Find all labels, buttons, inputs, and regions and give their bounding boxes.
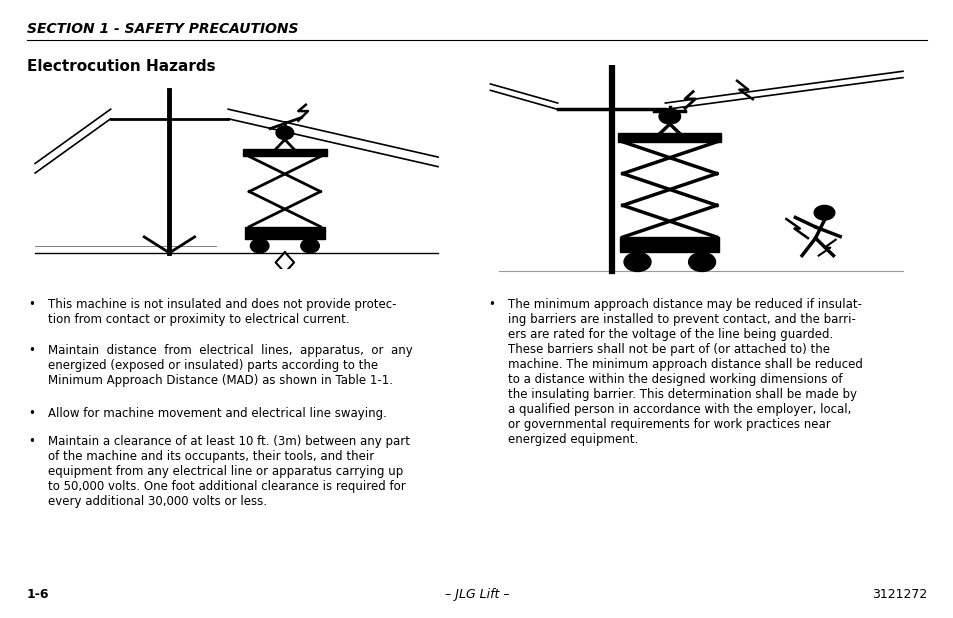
Text: Maintain a clearance of at least 10 ft. (3m) between any part
of the machine and: Maintain a clearance of at least 10 ft. … — [48, 435, 409, 508]
Text: Allow for machine movement and electrical line swaying.: Allow for machine movement and electrica… — [48, 407, 386, 420]
Text: 3121272: 3121272 — [871, 588, 926, 601]
Bar — [243, 150, 327, 156]
Circle shape — [659, 109, 679, 124]
Text: Electrocution Hazards: Electrocution Hazards — [27, 59, 215, 74]
Text: SECTION 1 - SAFETY PRECAUTIONS: SECTION 1 - SAFETY PRECAUTIONS — [27, 22, 298, 36]
Circle shape — [300, 239, 319, 253]
Circle shape — [688, 252, 715, 271]
Text: •: • — [29, 407, 35, 420]
Text: This machine is not insulated and does not provide protec-
tion from contact or : This machine is not insulated and does n… — [48, 298, 395, 326]
Text: – JLG Lift –: – JLG Lift – — [444, 588, 509, 601]
Text: 1-6: 1-6 — [27, 588, 50, 601]
Bar — [245, 227, 324, 239]
Text: The minimum approach distance may be reduced if insulat-
ing barriers are instal: The minimum approach distance may be red… — [507, 298, 862, 446]
Circle shape — [251, 239, 269, 253]
Text: •: • — [29, 298, 35, 311]
Text: Maintain  distance  from  electrical  lines,  apparatus,  or  any
energized (exp: Maintain distance from electrical lines,… — [48, 344, 412, 387]
Circle shape — [623, 252, 650, 271]
Bar — [619, 237, 719, 252]
Text: •: • — [29, 435, 35, 448]
Bar — [618, 133, 720, 142]
Circle shape — [275, 126, 294, 140]
Text: •: • — [488, 298, 495, 311]
Text: •: • — [29, 344, 35, 357]
Circle shape — [813, 205, 834, 220]
